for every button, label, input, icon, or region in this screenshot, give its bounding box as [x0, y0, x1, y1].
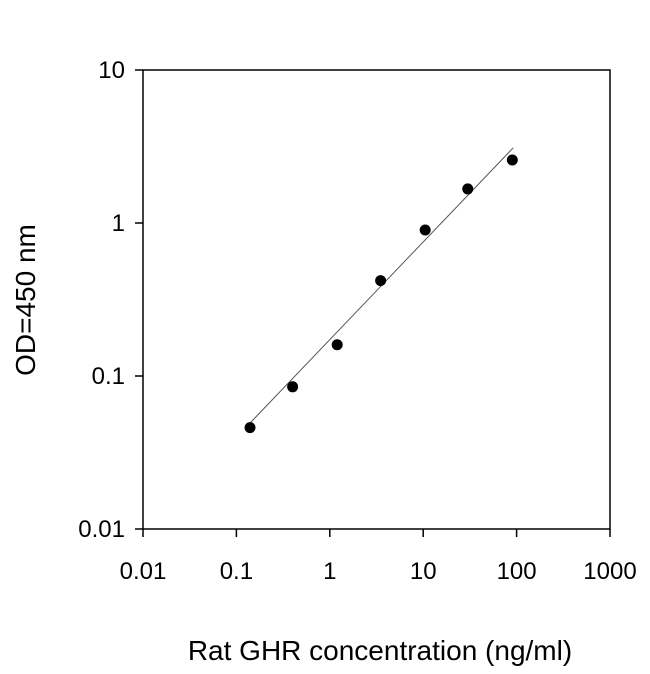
plot-frame — [142, 69, 611, 530]
data-point — [419, 224, 431, 236]
data-point — [331, 339, 343, 351]
x-axis-label: Rat GHR concentration (ng/ml) — [188, 635, 572, 666]
data-point — [506, 154, 518, 166]
x-tick-label: 0.1 — [220, 558, 253, 585]
x-tick-label: 1 — [323, 558, 336, 585]
fit-line — [246, 147, 514, 427]
data-point — [244, 422, 256, 434]
x-tick-label: 0.01 — [120, 558, 167, 585]
y-tick-label: 0.01 — [78, 516, 125, 543]
data-point — [287, 381, 299, 393]
x-tick-label: 10 — [410, 558, 437, 585]
y-axis-label: OD=450 nm — [10, 224, 41, 376]
y-tick-label: 10 — [98, 57, 125, 84]
x-tick-label: 100 — [497, 558, 537, 585]
y-tick-label: 0.1 — [92, 363, 125, 390]
data-point — [375, 275, 387, 287]
data-point — [462, 183, 474, 195]
x-tick-label: 1000 — [583, 558, 636, 585]
y-tick-label: 1 — [112, 210, 125, 237]
